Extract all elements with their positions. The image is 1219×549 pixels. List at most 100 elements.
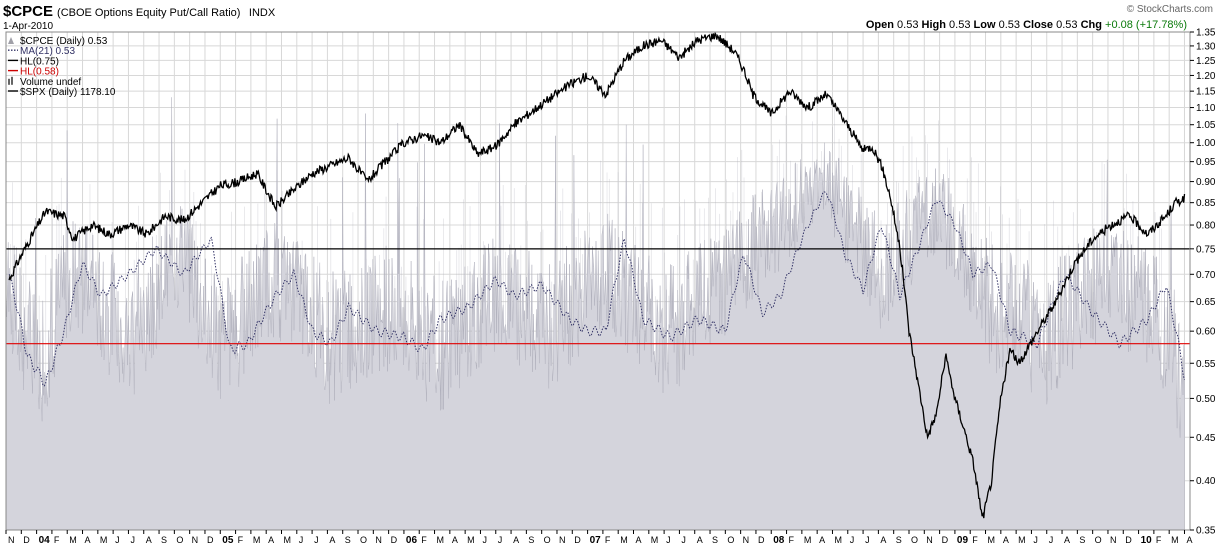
x-tick-label: 10 [1141,535,1153,546]
x-tick-label: J [482,535,487,545]
x-tick-label: F [421,535,427,545]
x-tick-label: J [115,535,120,545]
x-tick-label: D [758,535,765,545]
y-tick-label: 1.15 [1196,87,1216,98]
x-tick-label: O [911,535,918,545]
y-tick-label: 0.95 [1196,157,1216,168]
x-tick-label: S [1079,535,1085,545]
y-tick-label: 0.90 [1196,177,1216,188]
legend-entry: $CPCE (Daily) 0.53 [8,36,108,47]
x-tick-label: D [942,535,949,545]
legend-label: HL(0.75) [20,56,59,67]
x-tick-label: M [100,535,108,545]
y-tick-label: 1.05 [1196,120,1216,131]
close-value: 0.53 [1056,19,1078,31]
chg-label: Chg [1080,19,1102,31]
x-tick-label: F [238,535,244,545]
y-tick-label: 1.25 [1196,56,1216,67]
legend-swatch [8,78,10,85]
y-tick-label: 0.60 [1196,327,1216,338]
legend-entry: MA(21) 0.53 [8,46,75,57]
x-tick-label: J [1033,535,1038,545]
y-tick-label: 0.65 [1196,297,1216,308]
open-label: Open [865,19,894,31]
y-tick-label: 0.50 [1196,394,1216,405]
symbol-description: (CBOE Options Equity Put/Call Ratio) [57,7,241,19]
x-tick-label: A [146,535,152,545]
x-tick-label: J [299,535,304,545]
x-tick-label: J [865,535,870,545]
x-tick-label: A [819,535,825,545]
x-tick-label: N [1110,535,1117,545]
high-value: 0.53 [949,19,971,31]
low-value: 0.53 [998,19,1021,31]
x-tick-label: 07 [590,535,602,546]
x-tick-label: 04 [39,535,51,546]
x-tick-label: A [268,535,274,545]
x-tick-label: N [192,535,199,545]
x-tick-label: M [651,535,659,545]
legend-label: Volume undef [20,77,81,88]
x-tick-label: J [130,535,135,545]
x-tick-label: M [804,535,812,545]
x-tick-label: O [176,535,183,545]
legend-label: $CPCE (Daily) 0.53 [20,36,108,47]
x-tick-label: N [8,535,15,545]
y-tick-label: 0.85 [1196,198,1216,209]
stockcharts-logo: © StockCharts.com [1126,4,1213,15]
y-tick-label: 1.35 [1196,28,1216,39]
chart-title: $CPCE (CBOE Options Equity Put/Call Ratio… [3,3,275,21]
y-tick-label: 0.80 [1196,221,1216,232]
x-tick-label: N [926,535,933,545]
x-tick-label: F [789,535,795,545]
x-tick-label: 05 [222,535,234,546]
x-tick-label: F [605,535,611,545]
y-tick-label: 1.30 [1196,41,1216,52]
x-tick-label: A [697,535,703,545]
x-tick-label: A [880,535,886,545]
x-tick-label: J [498,535,503,545]
x-tick-label: J [1049,535,1054,545]
legend-entry: HL(0.58) [8,67,59,78]
x-tick-label: F [54,535,60,545]
chg-value: +0.08 (+17.78%) [1105,19,1187,31]
y-tick-label: 0.75 [1196,244,1216,255]
x-tick-label: F [972,535,978,545]
x-tick-label: A [513,535,519,545]
chart-date: 1-Apr-2010 [3,21,54,32]
legend-entry: $SPX (Daily) 1178.10 [8,87,116,98]
x-tick-label: D [207,535,214,545]
y-tick-label: 0.35 [1196,526,1216,537]
x-tick-label: M [988,535,996,545]
y-tick-label: 1.10 [1196,103,1216,114]
x-tick-label: A [1003,535,1009,545]
y-tick-label: 0.45 [1196,433,1216,444]
legend-swatch [8,37,14,44]
y-tick-label: 0.70 [1196,270,1216,281]
x-tick-label: A [329,535,335,545]
x-tick-label: A [636,535,642,545]
x-tick-label: O [544,535,551,545]
x-tick-label: J [666,535,671,545]
x-tick-label: M [283,535,291,545]
x-tick-label: O [1095,535,1102,545]
x-tick-label: J [681,535,686,545]
x-tick-label: M [1018,535,1025,545]
symbol: $CPCE [3,3,54,20]
x-tick-label: D [391,535,398,545]
x-tick-label: M [1171,535,1179,545]
close-label: Close [1023,19,1054,31]
x-tick-label: N [743,535,750,545]
high-label: High [921,19,946,31]
legend-label: MA(21) 0.53 [20,46,75,57]
y-tick-label: 1.20 [1196,71,1216,82]
x-tick-label: 08 [773,535,785,546]
x-tick-label: 09 [957,535,969,546]
x-tick-label: D [1125,535,1132,545]
legend-label: $SPX (Daily) 1178.10 [20,87,116,98]
cpce-area [5,97,1185,531]
plot-frame [5,31,1191,531]
y-axis: 0.35 0.40 0.45 0.50 0.55 0.60 0.65 0.70 0.75 0.80… [1190,28,1216,537]
quote-summary: Open 0.53 High 0.53 Low 0.53 Close 0.53 … [866,19,1187,31]
